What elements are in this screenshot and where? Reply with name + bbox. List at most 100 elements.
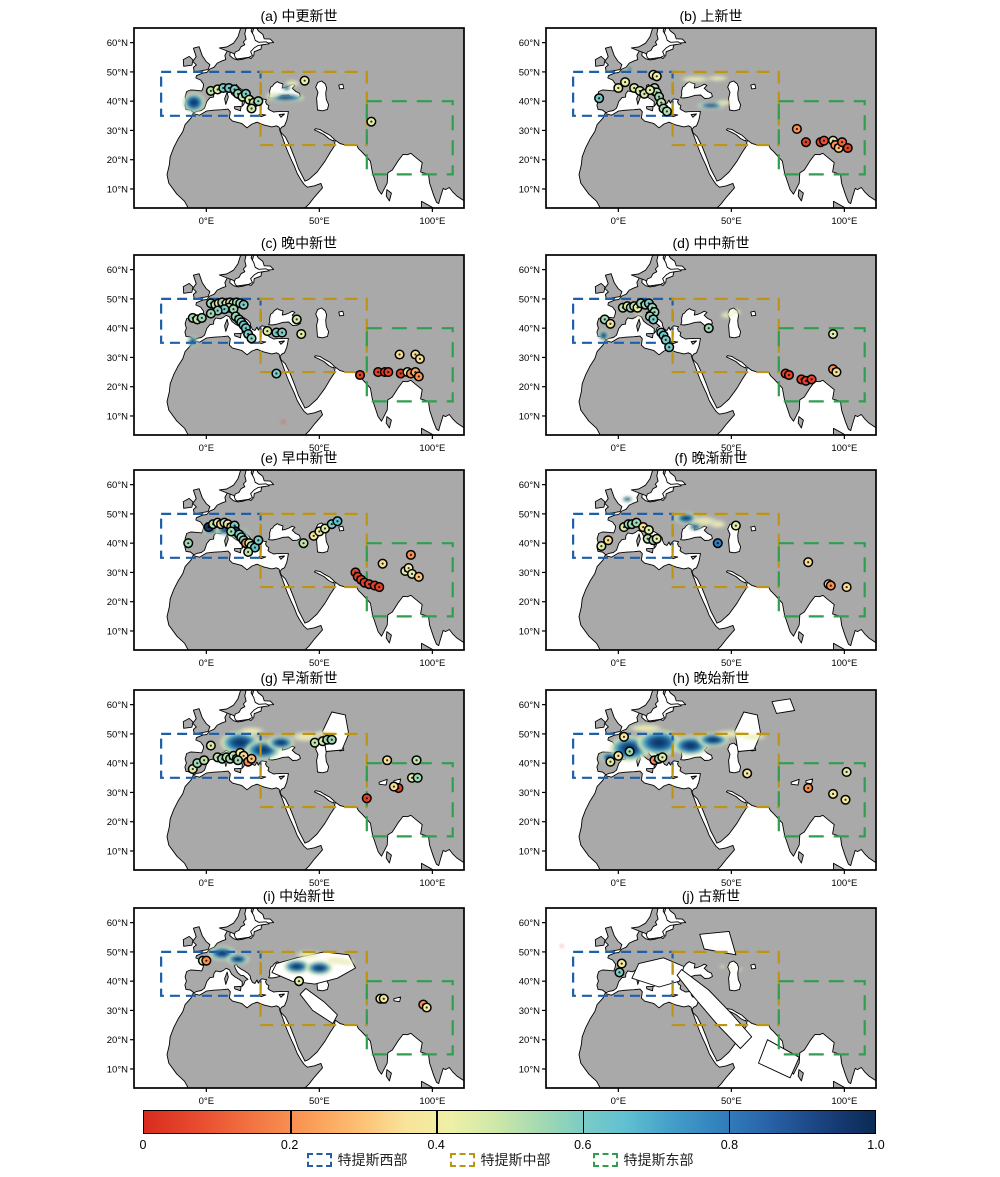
y-tick-label: 30°N xyxy=(107,1006,128,1017)
landmass xyxy=(797,416,804,429)
inland-sea xyxy=(680,308,713,326)
region-box-tethys-east xyxy=(777,327,866,403)
inland-sea xyxy=(750,310,757,317)
y-tick-label: 30°N xyxy=(519,126,540,137)
fossil-site-center xyxy=(227,86,231,90)
x-tick-label: 100°E xyxy=(419,216,445,227)
landmass xyxy=(636,318,641,332)
fossil-site-center xyxy=(804,379,808,382)
fossil-site-center xyxy=(377,370,380,374)
landmass xyxy=(182,497,194,509)
legend-label: 特提斯西部 xyxy=(337,1152,408,1168)
map-panel-f: 60°N 50°N 40°N 30°N 20°N 10°N 0°E 50°E 100°E xyxy=(519,469,877,669)
fossil-site-center xyxy=(205,959,208,962)
colorbar-tick-label: 0.6 xyxy=(574,1138,592,1152)
fossil-site-center xyxy=(236,759,240,762)
x-tick-label: 50°E xyxy=(721,1096,742,1107)
paleo-sea xyxy=(758,1039,800,1079)
fossil-site-center xyxy=(257,539,260,542)
landmass xyxy=(182,282,194,294)
landmass xyxy=(690,775,697,780)
fossil-site-center xyxy=(257,100,260,103)
region-box-tethys-central xyxy=(259,732,368,809)
landmass xyxy=(421,1080,434,1088)
landmass xyxy=(166,335,323,435)
colorbar-divider xyxy=(436,1111,438,1133)
x-tick-label: 0°E xyxy=(611,658,626,669)
fossil-site-center xyxy=(302,542,305,545)
landmass xyxy=(604,273,623,300)
landmass xyxy=(645,547,654,554)
fossil-site-center xyxy=(330,523,333,526)
landmass xyxy=(578,550,735,650)
suitability-fringe xyxy=(713,729,750,739)
landmass xyxy=(594,717,606,729)
suitability-colorbar xyxy=(143,1110,876,1134)
legend-dashed-box-icon xyxy=(592,1153,618,1167)
landmass xyxy=(833,200,846,208)
suitability-core xyxy=(182,92,206,113)
inland-sea xyxy=(233,470,270,502)
y-tick-label: 60°N xyxy=(519,700,540,711)
y-tick-label: 50°N xyxy=(107,509,128,520)
panel-border xyxy=(545,689,877,871)
landmass xyxy=(690,555,697,560)
fossil-site-center xyxy=(418,357,422,361)
panel-title-h: (h) 晚始新世 xyxy=(672,670,750,686)
y-tick-label: 50°N xyxy=(519,67,540,78)
landmass xyxy=(233,547,242,554)
paleo-sea xyxy=(805,778,814,785)
map-panel-h: 60°N 50°N 40°N 30°N 20°N 10°N 0°E 50°E 100°E xyxy=(519,689,877,889)
landmass xyxy=(833,427,846,435)
fossil-site-center xyxy=(642,525,645,529)
y-tick-label: 20°N xyxy=(107,597,128,608)
region-box-tethys-central xyxy=(259,70,368,147)
x-tick-label: 0°E xyxy=(611,216,626,227)
x-tick-label: 50°E xyxy=(309,216,330,227)
fossil-site-center xyxy=(275,331,278,334)
fossil-site-center xyxy=(846,146,849,150)
fossil-site-center xyxy=(822,139,826,142)
suitability-red xyxy=(560,944,564,948)
fossil-site-center xyxy=(410,572,414,576)
region-box-tethys-central xyxy=(671,950,780,1027)
region-box-tethys-east xyxy=(777,542,866,618)
fossil-site-center xyxy=(250,337,253,340)
suitability-fringe xyxy=(706,75,730,82)
fossil-site-center xyxy=(216,309,219,312)
inland-sea xyxy=(725,1008,747,1022)
suitability-fringe xyxy=(627,723,664,733)
x-tick-label: 50°E xyxy=(721,443,742,454)
landmass xyxy=(278,993,285,998)
inland-sea xyxy=(338,83,345,90)
colorbar-tick-label: 0.4 xyxy=(427,1138,445,1152)
fossil-site-center xyxy=(746,772,749,775)
y-tick-label: 30°N xyxy=(519,568,540,579)
suitability-core xyxy=(621,496,634,503)
x-tick-label: 100°E xyxy=(419,658,445,669)
y-tick-label: 40°N xyxy=(519,759,540,770)
y-tick-label: 30°N xyxy=(519,1006,540,1017)
legend-dashed-box-icon xyxy=(306,1153,332,1167)
colorbar-divider xyxy=(728,1111,731,1133)
y-tick-label: 10°N xyxy=(519,184,540,195)
fossil-site-center xyxy=(609,322,612,325)
fossil-site-center xyxy=(247,550,250,554)
fossil-site-center xyxy=(617,754,620,757)
legend-item-tethys-central: 特提斯中部 xyxy=(449,1150,551,1170)
fossil-site-center xyxy=(196,762,199,765)
fossil-site-center xyxy=(831,332,835,336)
suitability-fringe xyxy=(265,92,281,99)
suitability-core xyxy=(283,959,311,974)
landmass xyxy=(797,1069,804,1082)
fossil-site-center xyxy=(648,88,652,92)
x-tick-label: 100°E xyxy=(831,1096,857,1107)
fossil-site-center xyxy=(845,770,848,774)
fossil-site-center xyxy=(370,120,373,123)
fossil-site-center xyxy=(837,146,840,150)
x-tick-label: 100°E xyxy=(831,658,857,669)
x-tick-label: 50°E xyxy=(309,443,330,454)
y-tick-label: 60°N xyxy=(519,265,540,276)
fossil-site-center xyxy=(635,521,638,524)
fossil-site-center xyxy=(312,534,315,537)
